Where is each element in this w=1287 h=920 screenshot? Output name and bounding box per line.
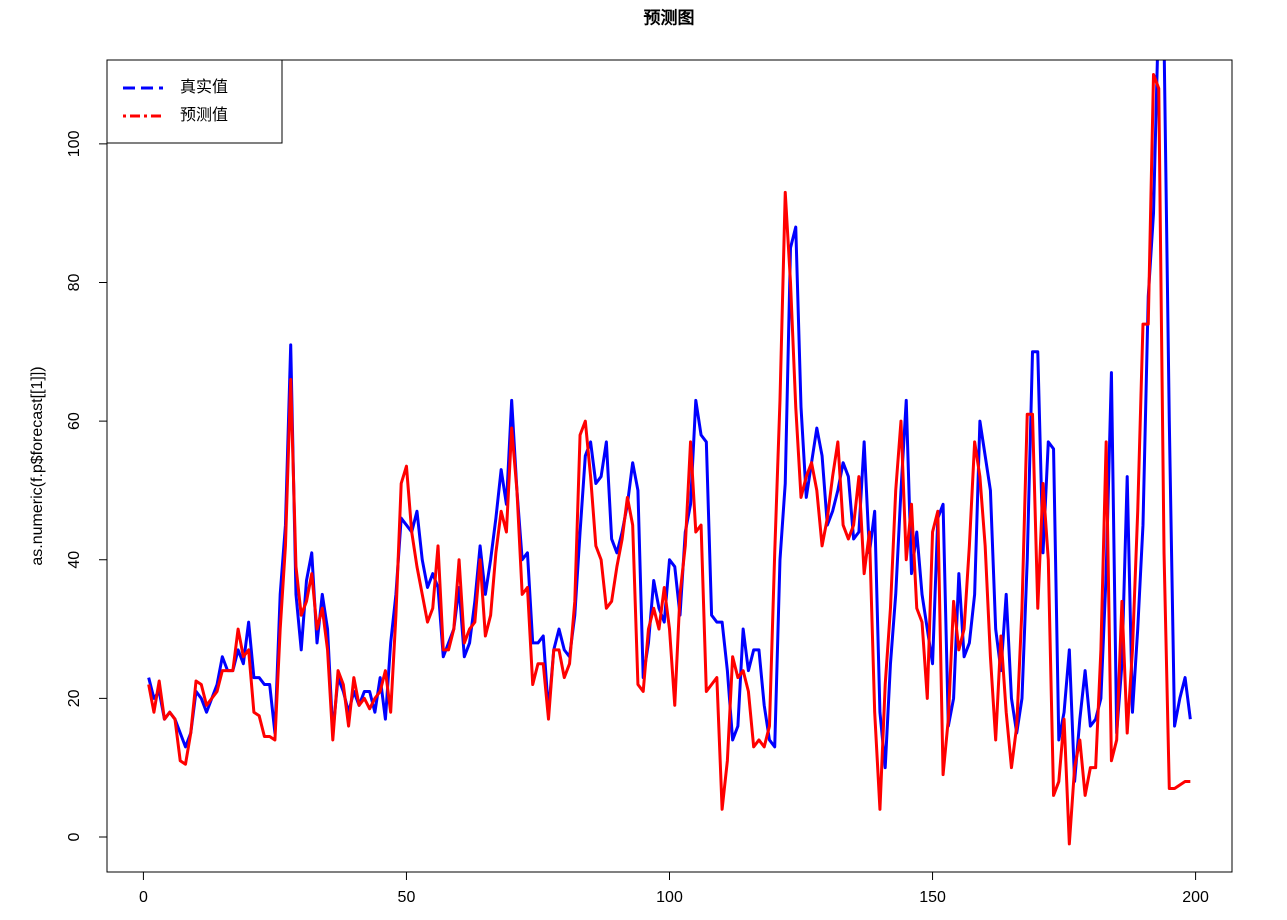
x-tick-label: 100	[656, 889, 683, 906]
x-tick-label: 0	[139, 889, 148, 906]
chart-title: 预测图	[644, 7, 695, 27]
y-tick-label: 80	[66, 273, 83, 291]
y-tick-label: 0	[66, 832, 83, 841]
y-tick-label: 60	[66, 412, 83, 430]
x-tick-label: 150	[919, 889, 946, 906]
y-tick-label: 40	[66, 551, 83, 569]
series-line	[147, 60, 1192, 784]
plot-lines	[147, 60, 1192, 846]
x-tick-label: 50	[398, 889, 416, 906]
plot-frame	[106, 59, 1233, 873]
legend: 真实值 预测值	[106, 59, 283, 144]
x-tick-label: 200	[1182, 889, 1209, 906]
legend-label: 真实值	[180, 78, 228, 96]
y-axis-label: as.numeric(f.p$forecast[[1]])	[29, 366, 46, 565]
y-tick-label: 100	[66, 130, 83, 157]
y-tick-label: 20	[66, 689, 83, 707]
series-line	[147, 73, 1191, 846]
legend-label: 预测值	[180, 106, 228, 124]
legend-box	[106, 59, 283, 144]
